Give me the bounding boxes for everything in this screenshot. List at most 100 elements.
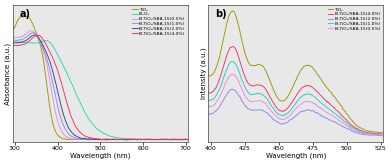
Bi-TiO₂/SBA-15(1.0%) [310,95,315,97]
TiO₂ [56,134,60,136]
Bi-TiO₂/SBA-15(1.0%) [56,107,60,109]
Bi-TiO₂/SBA-15(1.0%) [31,32,35,34]
Bi-TiO₂/SBA-15(0.5%) [310,102,315,104]
Bi-TiO₂/SBA-15(0.5%) [114,138,119,140]
Line: Bi-TiO₂/SBA-15(4.0%): Bi-TiO₂/SBA-15(4.0%) [13,35,188,140]
Bi-TiO₂/SBA-15(4.0%) [128,138,132,140]
Bi-TiO₂/SBA-15(0.5%) [11,37,15,39]
Bi-TiO₂/SBA-15(2.0%) [290,117,295,119]
Line: TiO₂: TiO₂ [208,11,383,133]
Bi-TiO₂/SBA-15(0.5%) [381,134,385,136]
Bi-TiO₂/SBA-15(4.0%) [290,100,295,102]
Bi-TiO₂/SBA-15(0.5%) [377,134,382,136]
Line: Bi-TiO₂/SBA-15(1.0%): Bi-TiO₂/SBA-15(1.0%) [13,33,188,140]
Bi-TiO₂/SBA-15(1.0%) [104,139,109,141]
Bi-TiO₂/SBA-15(1.0%) [143,138,147,140]
Bi-TiO₂/SBA-15(2.0%) [230,88,235,90]
Bi-TiO₂/SBA-15(1.0%) [42,49,46,51]
Bi-TiO₂/SBA-15(1.0%) [381,133,386,135]
Bi-TiO₂/SBA-15(2.0%) [56,92,60,94]
Bi-TiO₂/SBA-15(2.0%) [90,138,94,140]
Y-axis label: Intensity (a.u.): Intensity (a.u.) [200,48,207,99]
Bi-TiO₂/SBA-15(4.0%) [35,34,40,36]
Bi-TiO₂/SBA-15(0.5%) [301,102,306,103]
Bi₂O₃ [169,139,174,141]
Bi-TiO₂/SBA-15(1.0%) [11,39,15,41]
Bi-TiO₂/SBA-15(0.5%) [350,128,354,130]
Bi-TiO₂/SBA-15(0.5%) [128,139,132,141]
TiO₂ [290,86,295,88]
TiO₂ [377,132,382,133]
TiO₂ [381,132,386,134]
Bi-TiO₂/SBA-15(1.0%) [114,139,119,141]
Bi₂O₃ [42,40,46,42]
TiO₂ [171,139,176,141]
Bi-TiO₂/SBA-15(4.0%) [289,102,294,104]
Bi-TiO₂/SBA-15(1.0%) [185,139,190,141]
Bi-TiO₂/SBA-15(1.0%) [206,100,211,102]
Bi₂O₃ [11,41,15,43]
Bi-TiO₂/SBA-15(1.0%) [301,94,306,96]
Bi-TiO₂/SBA-15(2.0%) [178,139,183,141]
Bi-TiO₂/SBA-15(0.5%) [143,139,147,141]
Bi-TiO₂/SBA-15(1.0%) [379,134,384,136]
Bi-TiO₂/SBA-15(1.0%) [350,126,354,128]
Line: Bi-TiO₂/SBA-15(2.0%): Bi-TiO₂/SBA-15(2.0%) [13,35,188,140]
Bi-TiO₂/SBA-15(2.0%) [114,138,119,140]
Line: Bi-TiO₂/SBA-15(1.0%): Bi-TiO₂/SBA-15(1.0%) [208,62,383,135]
Bi-TiO₂/SBA-15(0.5%) [381,134,386,136]
Line: Bi-TiO₂/SBA-15(0.5%): Bi-TiO₂/SBA-15(0.5%) [13,31,188,140]
Legend: TiO₂, Bi₂O₃, Bi-TiO₂/SBA-15(0.5%), Bi-TiO₂/SBA-15(1.0%), Bi-TiO₂/SBA-15(2.0%), B: TiO₂, Bi₂O₃, Bi-TiO₂/SBA-15(0.5%), Bi-Ti… [132,7,186,36]
Bi-TiO₂/SBA-15(2.0%) [377,134,382,136]
Line: Bi-TiO₂/SBA-15(2.0%): Bi-TiO₂/SBA-15(2.0%) [208,89,383,136]
X-axis label: Wavelength (nm): Wavelength (nm) [266,153,326,159]
Bi-TiO₂/SBA-15(2.0%) [350,130,354,132]
Bi-TiO₂/SBA-15(4.0%) [114,138,119,140]
Bi-TiO₂/SBA-15(4.0%) [381,133,386,135]
Bi-TiO₂/SBA-15(4.0%) [206,92,211,94]
Bi₂O₃ [185,139,190,141]
Bi₂O₃ [56,54,60,56]
Bi-TiO₂/SBA-15(4.0%) [301,86,306,88]
Bi-TiO₂/SBA-15(4.0%) [56,71,60,73]
Bi-TiO₂/SBA-15(4.0%) [379,134,384,136]
Bi-TiO₂/SBA-15(4.0%) [310,87,315,89]
Bi-TiO₂/SBA-15(2.0%) [206,113,211,115]
TiO₂ [230,10,235,12]
TiO₂ [350,120,354,122]
Text: a): a) [20,9,31,19]
Bi-TiO₂/SBA-15(0.5%) [206,106,211,108]
Bi-TiO₂/SBA-15(4.0%) [42,40,46,42]
Bi-TiO₂/SBA-15(4.0%) [185,138,190,140]
TiO₂ [310,67,315,69]
Text: b): b) [215,9,227,19]
Bi-TiO₂/SBA-15(0.5%) [29,30,34,32]
TiO₂ [114,139,119,141]
TiO₂ [185,138,190,140]
Bi-TiO₂/SBA-15(0.5%) [90,139,94,141]
Bi-TiO₂/SBA-15(4.0%) [175,139,180,141]
Bi-TiO₂/SBA-15(1.0%) [128,138,132,140]
Line: Bi-TiO₂/SBA-15(0.5%): Bi-TiO₂/SBA-15(0.5%) [208,74,383,135]
Bi-TiO₂/SBA-15(0.5%) [290,111,295,113]
Bi-TiO₂/SBA-15(0.5%) [185,138,190,140]
Bi-TiO₂/SBA-15(2.0%) [33,34,37,36]
TiO₂ [206,75,211,77]
TiO₂ [128,138,132,140]
Bi-TiO₂/SBA-15(0.5%) [56,122,60,123]
Bi-TiO₂/SBA-15(2.0%) [289,118,294,120]
TiO₂ [42,63,46,65]
Legend: TiO₂, Bi-TiO₂/SBA-15(4.0%), Bi-TiO₂/SBA-15(2.0%), Bi-TiO₂/SBA-15(1.0%), Bi-TiO₂/: TiO₂, Bi-TiO₂/SBA-15(4.0%), Bi-TiO₂/SBA-… [327,7,381,31]
TiO₂ [90,138,94,140]
Bi-TiO₂/SBA-15(2.0%) [310,110,315,112]
Bi-TiO₂/SBA-15(1.0%) [230,61,234,63]
Bi-TiO₂/SBA-15(2.0%) [42,47,46,49]
Bi-TiO₂/SBA-15(1.0%) [289,108,294,110]
Bi-TiO₂/SBA-15(2.0%) [143,138,147,140]
Bi-TiO₂/SBA-15(2.0%) [381,135,386,137]
Bi-TiO₂/SBA-15(1.0%) [290,106,295,108]
Bi-TiO₂/SBA-15(4.0%) [230,46,235,48]
Bi-TiO₂/SBA-15(0.5%) [229,73,234,75]
Bi-TiO₂/SBA-15(2.0%) [381,135,385,137]
Bi-TiO₂/SBA-15(2.0%) [11,42,15,44]
